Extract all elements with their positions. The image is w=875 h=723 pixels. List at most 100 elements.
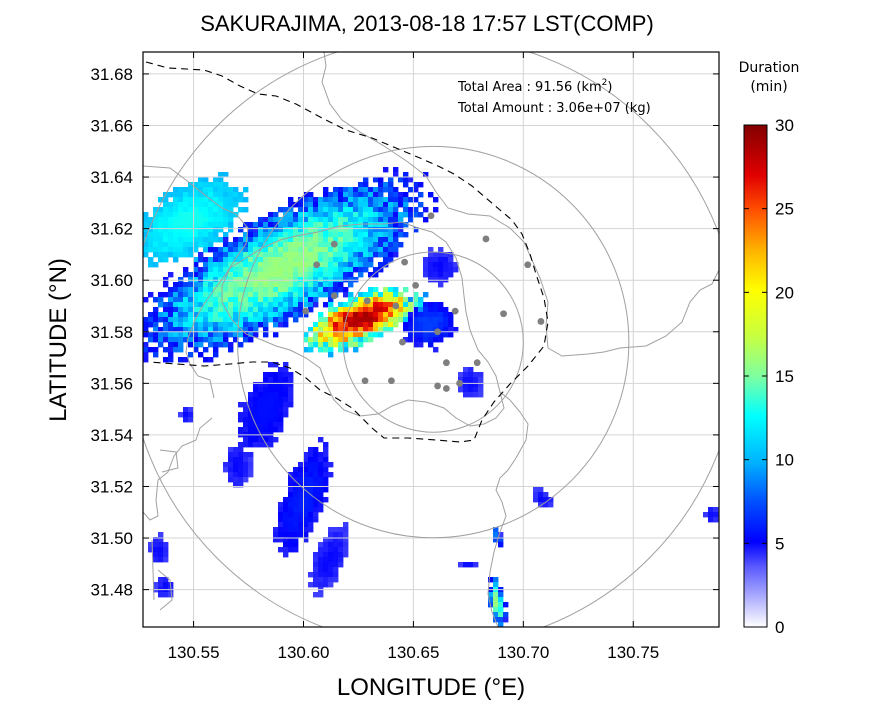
heat-cell	[423, 332, 429, 338]
heat-cell	[273, 282, 279, 288]
heat-cell	[438, 307, 444, 313]
heat-cell	[328, 472, 334, 478]
heat-cell	[383, 242, 389, 248]
heat-cell	[198, 182, 204, 188]
heat-cell	[413, 212, 419, 218]
heat-cell	[713, 517, 719, 523]
heat-cell	[173, 202, 179, 208]
heat-cell	[423, 317, 429, 323]
heat-cell	[263, 402, 269, 408]
range-circle	[237, 145, 630, 539]
heat-cell	[193, 232, 199, 238]
heat-cell	[258, 282, 264, 288]
heat-cell	[143, 342, 149, 348]
heat-cell	[238, 332, 244, 338]
heat-cell	[168, 332, 174, 338]
heat-cell	[258, 392, 264, 398]
heat-cell	[323, 192, 329, 198]
heat-cell	[403, 312, 409, 318]
heat-cell	[203, 232, 209, 238]
heat-cell	[328, 462, 334, 468]
heat-cell	[178, 307, 184, 313]
heat-cell	[188, 207, 194, 213]
heat-cell	[423, 292, 429, 298]
heat-cell	[278, 377, 284, 383]
heat-cell	[183, 222, 189, 228]
heat-cell	[303, 482, 309, 488]
heat-cell	[363, 252, 369, 258]
heat-cell	[288, 377, 294, 383]
heat-cell	[413, 302, 419, 308]
heat-cell	[328, 192, 334, 198]
heat-cell	[188, 187, 194, 193]
heat-cell	[153, 537, 159, 543]
heat-cell	[218, 177, 224, 183]
heat-cell	[233, 187, 239, 193]
heat-cell	[198, 302, 204, 308]
heat-cell	[358, 302, 364, 308]
heat-cell	[308, 272, 314, 278]
heat-cell	[378, 312, 384, 318]
heat-cell	[273, 532, 279, 538]
heat-cell	[358, 292, 364, 298]
heat-cell	[478, 392, 484, 398]
heat-cell	[343, 222, 349, 228]
heat-cell	[353, 192, 359, 198]
heat-cell	[323, 207, 329, 213]
heat-cell	[228, 202, 234, 208]
heat-cell	[363, 177, 369, 183]
heat-cell	[328, 347, 334, 353]
heat-cell	[448, 332, 454, 338]
heat-cell	[268, 397, 274, 403]
heat-cell	[148, 337, 154, 343]
heat-cell	[203, 227, 209, 233]
heat-cell	[288, 212, 294, 218]
heat-cell	[253, 272, 259, 278]
heat-cell	[333, 257, 339, 263]
heat-cell	[288, 512, 294, 518]
heat-cell	[148, 322, 154, 328]
heat-cell	[248, 222, 254, 228]
heat-cell	[428, 252, 434, 258]
colorbar-tick-label: 10	[775, 451, 794, 470]
heat-cell	[343, 217, 349, 223]
heat-cell	[288, 202, 294, 208]
heat-cell	[143, 227, 149, 233]
heat-cell	[303, 332, 309, 338]
heat-cell	[198, 192, 204, 198]
heat-cell	[368, 212, 374, 218]
vent-marker	[473, 359, 481, 367]
heat-cell	[283, 387, 289, 393]
heat-cell	[443, 262, 449, 268]
heat-cell	[298, 302, 304, 308]
heat-cell	[448, 267, 454, 273]
heat-cell	[343, 212, 349, 218]
heat-cell	[188, 217, 194, 223]
heat-cell	[343, 322, 349, 328]
heat-cell	[183, 192, 189, 198]
heat-cell	[348, 192, 354, 198]
heat-cell	[168, 287, 174, 293]
heat-cell	[288, 402, 294, 408]
heat-cell	[223, 192, 229, 198]
heat-cell	[203, 257, 209, 263]
heat-cell	[223, 317, 229, 323]
heat-cell	[448, 272, 454, 278]
heat-cell	[323, 257, 329, 263]
heat-cell	[448, 327, 454, 333]
heat-cell	[303, 217, 309, 223]
heat-cell	[283, 502, 289, 508]
heat-cell	[213, 177, 219, 183]
heat-cell	[413, 322, 419, 328]
heat-cell	[208, 217, 214, 223]
heat-cell	[303, 252, 309, 258]
colorbar-tick-label: 0	[775, 618, 784, 637]
heat-cell	[268, 377, 274, 383]
y-tick-label: 31.50	[90, 529, 133, 548]
vent-marker	[434, 382, 441, 390]
heat-cell	[208, 227, 214, 233]
heat-cell	[378, 302, 384, 308]
heat-cell	[413, 207, 419, 213]
heat-cell	[193, 237, 199, 243]
